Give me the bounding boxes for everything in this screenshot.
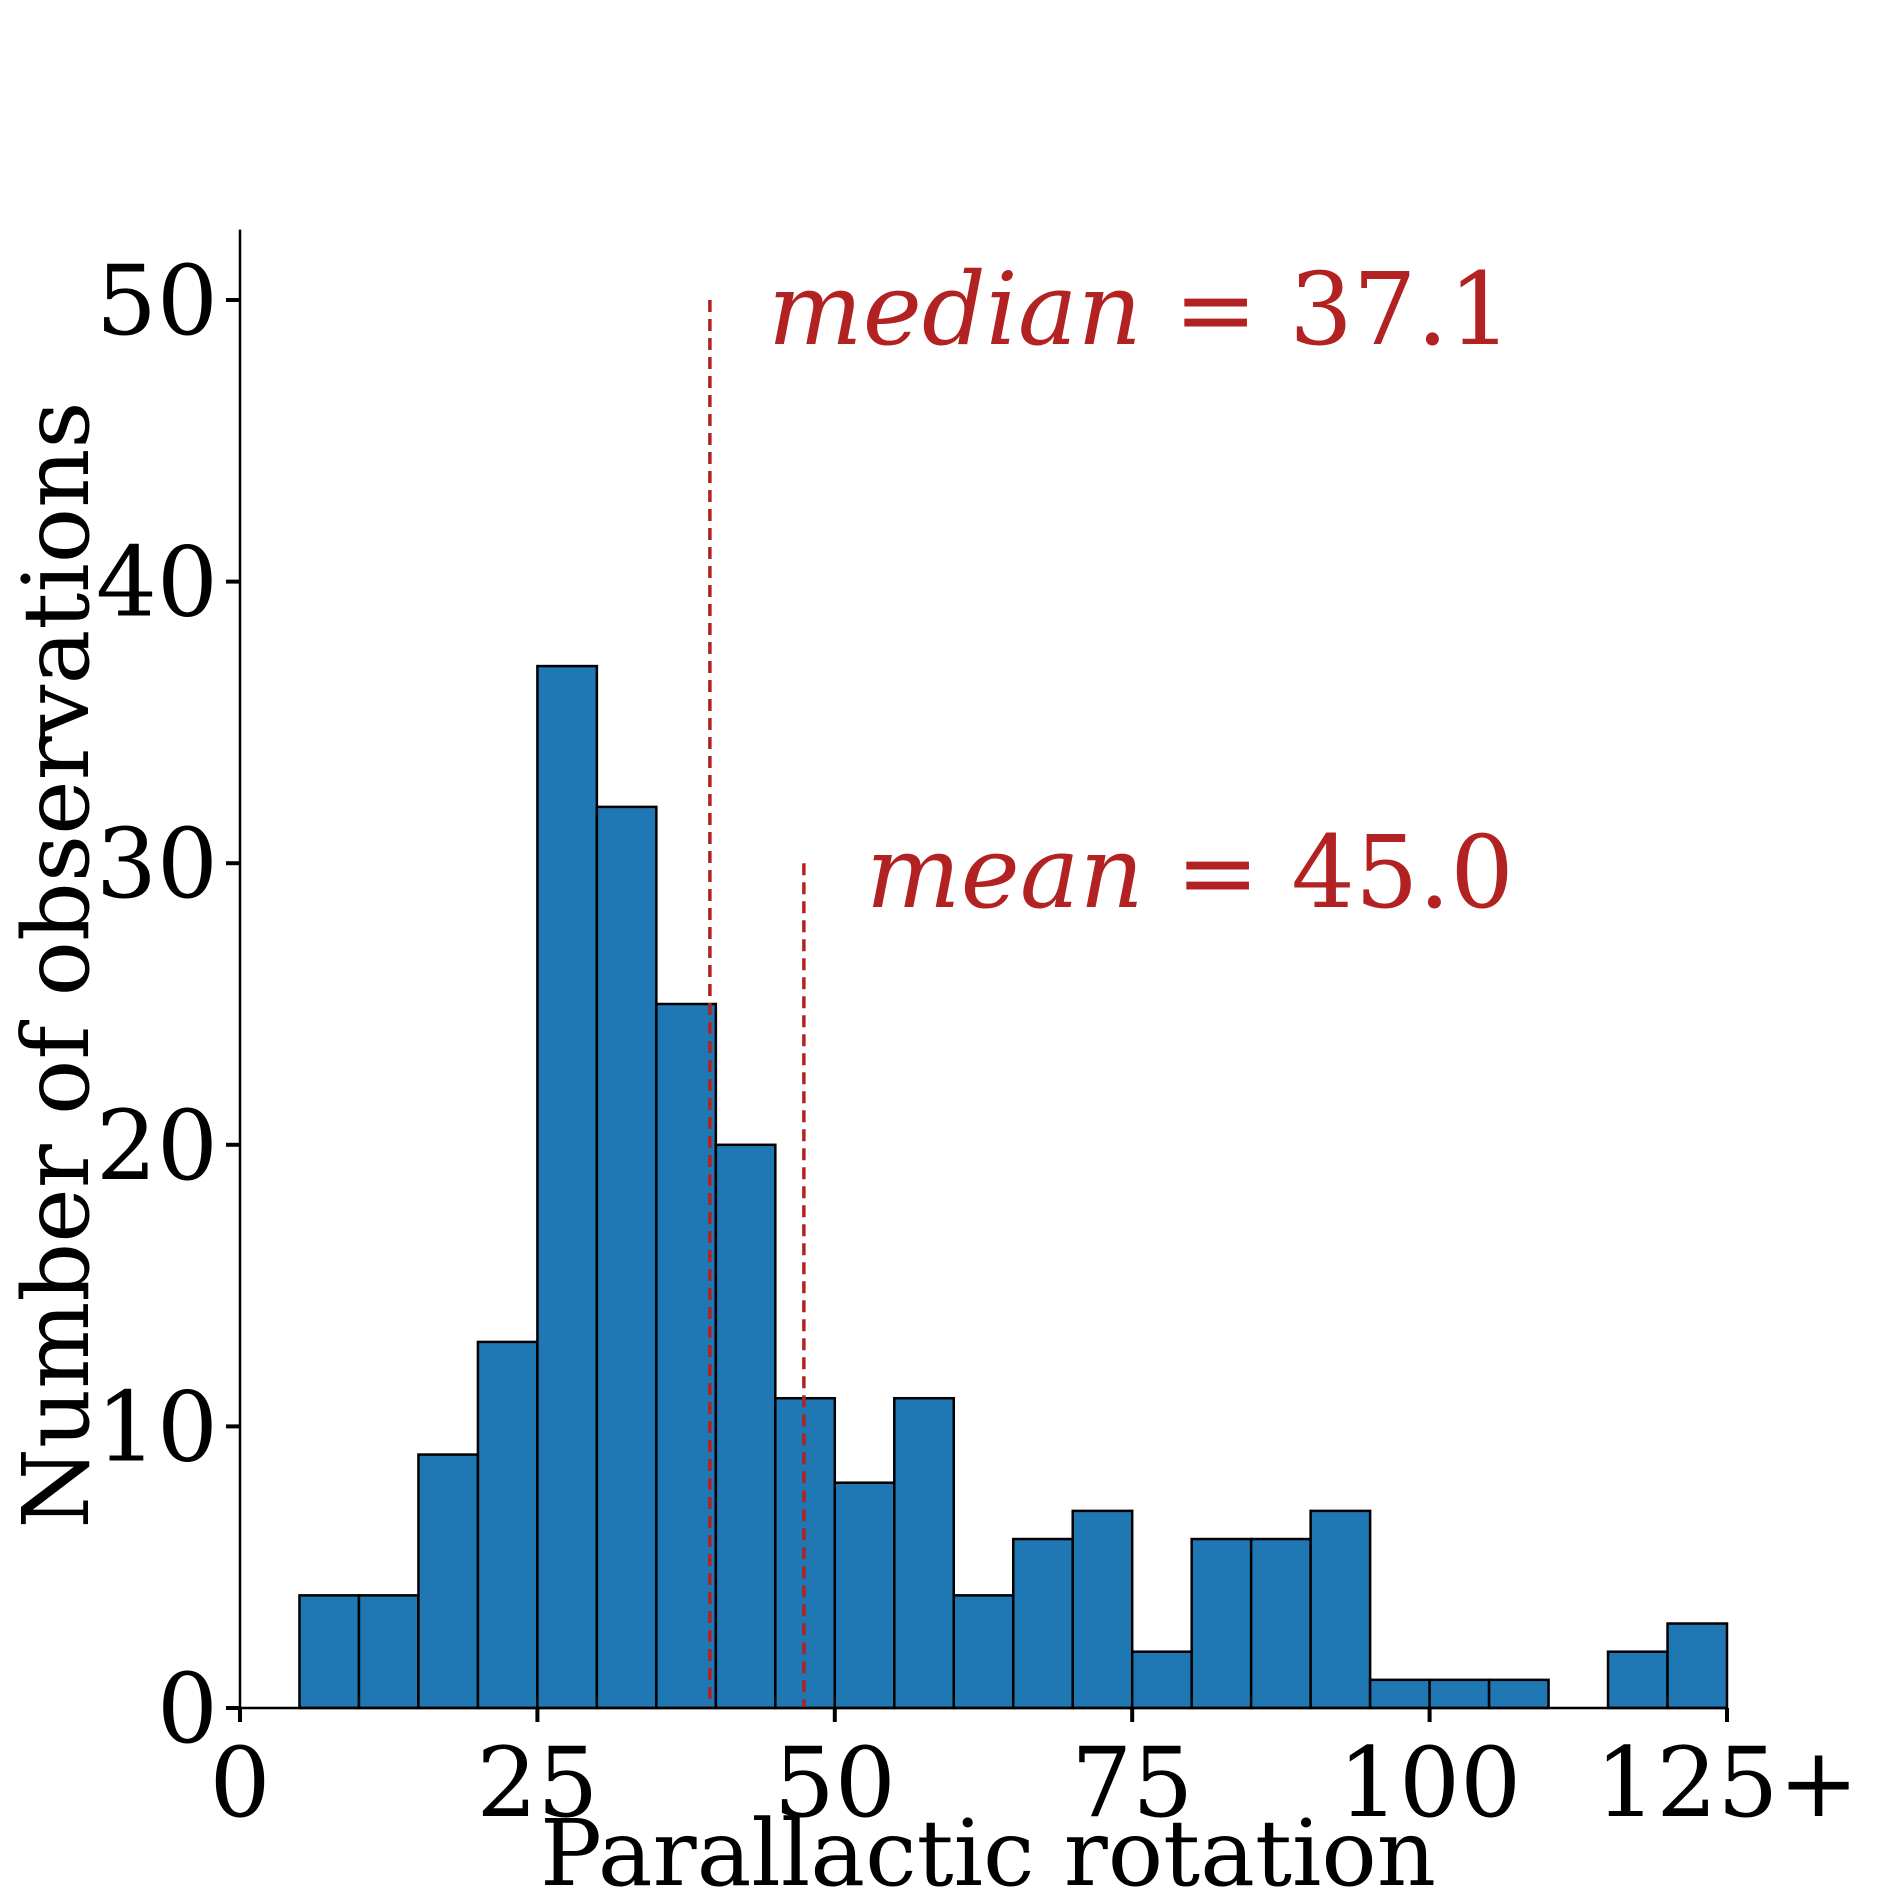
- histogram-bar: [1071, 1509, 1134, 1710]
- median-annotation-label: median: [768, 251, 1174, 368]
- x-ticks-group: 0 25 50 75 100 125+: [209, 1708, 1859, 1839]
- x-tick-label: 50: [774, 1727, 896, 1839]
- histogram-bar: [1666, 1622, 1729, 1710]
- y-tick-label: 50: [96, 245, 218, 357]
- histogram-bar: [417, 1453, 480, 1710]
- histogram-bar: [1130, 1650, 1193, 1710]
- axes-group: [238, 229, 1727, 1710]
- x-tick-label: 25: [476, 1727, 598, 1839]
- histogram-bar: [357, 1594, 420, 1710]
- x-tick-label: 0: [209, 1727, 270, 1839]
- median-annotation-value: = 37.1: [1174, 251, 1512, 368]
- histogram-bar: [1368, 1678, 1431, 1710]
- y-tick-label: 20: [96, 1090, 218, 1202]
- histogram-bar: [536, 664, 599, 1710]
- histogram-bar: [1011, 1537, 1074, 1710]
- median-annotation: median = 37.1: [768, 251, 1512, 368]
- y-tick-label: 30: [96, 808, 218, 920]
- x-tick-label: 125+: [1595, 1727, 1859, 1839]
- x-axis-title: Parallactic rotation: [540, 1800, 1436, 1903]
- histogram-bar: [476, 1340, 539, 1710]
- histogram-bar: [1606, 1650, 1669, 1710]
- histogram-bar: [595, 805, 658, 1710]
- annotations-group: median = 37.1 mean = 45.0: [768, 251, 1514, 931]
- y-axis-title: Number of observations: [3, 401, 110, 1528]
- x-tick-label: 75: [1071, 1727, 1193, 1839]
- mean-annotation: mean = 45.0: [866, 814, 1514, 931]
- histogram-bar: [1249, 1537, 1312, 1710]
- histogram-bar: [298, 1594, 361, 1710]
- y-tick-label: 10: [96, 1371, 218, 1483]
- reference-lines-group: [708, 300, 806, 1708]
- histogram-bar: [1309, 1509, 1372, 1710]
- histogram-bar: [1428, 1678, 1491, 1710]
- mean-annotation-label: mean: [866, 814, 1176, 931]
- histogram-bar: [893, 1396, 956, 1710]
- bars-group: [298, 664, 1729, 1710]
- histogram-bar: [714, 1143, 777, 1710]
- histogram-bar: [1487, 1678, 1550, 1710]
- y-tick-label: 40: [96, 527, 218, 639]
- histogram-bar: [952, 1594, 1015, 1710]
- histogram-bar: [655, 1002, 718, 1710]
- x-tick-label: 100: [1338, 1727, 1521, 1839]
- histogram-bar: [1190, 1537, 1253, 1710]
- y-tick-label: 0: [157, 1653, 218, 1765]
- mean-annotation-value: = 45.0: [1176, 814, 1514, 931]
- histogram-bar: [833, 1481, 896, 1710]
- y-ticks-group: 0 10 20 30 40 50: [96, 245, 240, 1765]
